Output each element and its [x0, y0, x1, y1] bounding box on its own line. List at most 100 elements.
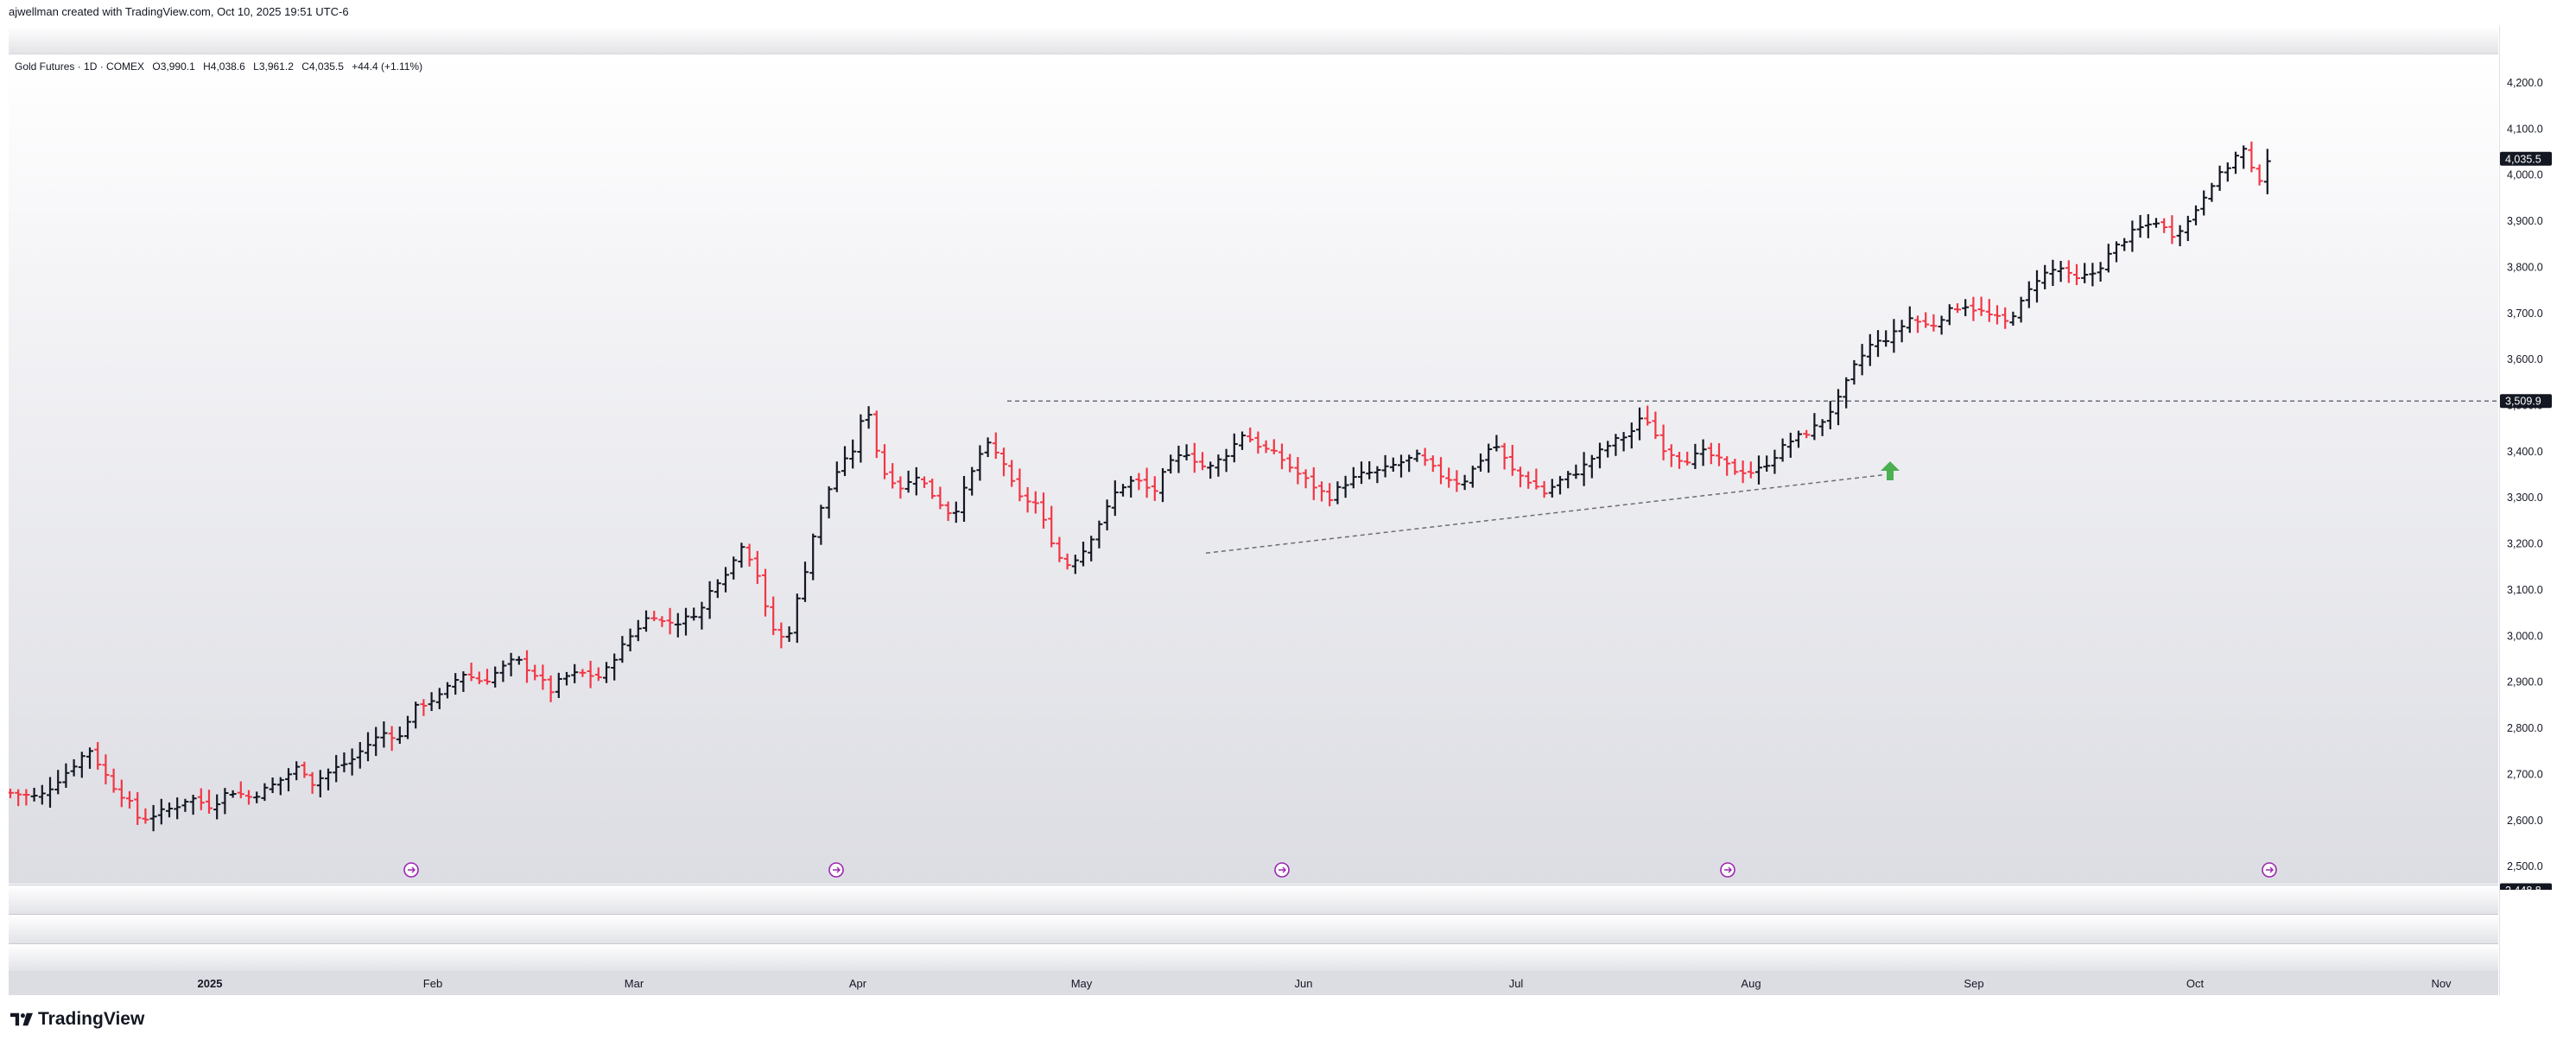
ohlc-bar	[1994, 305, 2001, 325]
ohlc-bar	[316, 770, 324, 798]
ohlc-bar	[1183, 444, 1190, 460]
ohlc-bar	[181, 798, 189, 812]
ohlc-bar	[1143, 467, 1151, 498]
ohlc-bar	[825, 485, 833, 519]
price-tick-label: 3,200.0	[2507, 538, 2543, 550]
ohlc-bar	[1310, 466, 1317, 500]
ohlc-bar	[547, 675, 555, 702]
ohlc-bar	[579, 669, 587, 677]
ohlc-bar	[1850, 359, 1858, 385]
ohlc-bar	[1501, 442, 1508, 470]
ohlc-bar	[2121, 238, 2129, 251]
ohlc-bar	[1667, 444, 1675, 467]
ohlc-bar	[952, 501, 960, 524]
ohlc-bar	[1247, 427, 1254, 443]
ohlc-bar	[1532, 468, 1540, 490]
time-tick-label: Nov	[2431, 977, 2452, 990]
ohlc-bar	[15, 789, 22, 807]
ohlc-bar	[54, 770, 62, 795]
top-toolbar	[9, 26, 2498, 54]
ohlc-bar	[849, 439, 857, 469]
event-marker-glyph	[1724, 866, 1732, 873]
time-tick-label: May	[1070, 977, 1093, 990]
ohlc-bar	[380, 721, 388, 748]
ohlc-bar	[634, 619, 642, 642]
indicator-pane-1[interactable]	[9, 885, 2498, 914]
indicator-pane-3[interactable]	[9, 943, 2498, 971]
open-value: O3,990.1	[152, 60, 195, 73]
ohlc-bar	[889, 463, 897, 489]
ohlc-bar	[213, 794, 221, 820]
ohlc-bar	[2176, 225, 2184, 247]
ohlc-bar	[992, 432, 999, 460]
ohlc-bar	[1930, 314, 1938, 332]
price-axis[interactable]: 2,500.0 2,600.0 2,700.0 2,800.0 2,900.0 3,000…	[2499, 26, 2576, 995]
chart-pane[interactable]	[9, 54, 2498, 884]
ohlc-bar	[2153, 218, 2160, 228]
ohlc-bar	[1016, 468, 1024, 502]
ohlc-bar	[404, 715, 411, 739]
ohlc-bar	[1525, 471, 1532, 489]
ohlc-bar	[531, 664, 539, 681]
ohlc-bar	[865, 406, 872, 429]
ohlc-bar	[1207, 461, 1215, 479]
ohlc-bar	[523, 650, 530, 683]
ohlc-bar	[698, 601, 706, 630]
ohlc-bar	[833, 461, 841, 492]
ohlc-bar	[722, 567, 729, 593]
ohlc-bar	[149, 804, 157, 832]
ohlc-bar	[221, 788, 229, 815]
chart-svg[interactable]	[9, 54, 2498, 884]
ohlc-bar	[1580, 452, 1588, 486]
ohlc-bar	[1080, 542, 1087, 567]
ohlc-bar	[1175, 445, 1183, 473]
ohlc-bar	[2113, 241, 2120, 263]
ohlc-bar	[1557, 476, 1564, 495]
symbol-label[interactable]: Gold Futures · 1D · COMEX	[15, 60, 145, 73]
ohlc-bar	[1588, 454, 1596, 479]
ohlc-bar	[1230, 433, 1238, 463]
ohlc-bar	[1691, 443, 1699, 469]
time-axis[interactable]	[9, 971, 2498, 995]
ohlc-bar	[1294, 456, 1302, 485]
ohlc-bar	[770, 596, 777, 636]
price-tick-label: 3,600.0	[2507, 353, 2543, 365]
indicator-pane-2[interactable]	[9, 914, 2498, 943]
time-tick-label: Oct	[2186, 977, 2205, 990]
ohlc-bar	[1389, 457, 1397, 473]
time-tick-label: Jul	[1508, 977, 1524, 990]
ohlc-bar	[1922, 312, 1930, 328]
ohlc-bar	[1135, 473, 1143, 491]
ohlc-bar	[619, 636, 626, 663]
ohlc-bar	[206, 790, 213, 814]
ohlc-bar	[2144, 213, 2152, 238]
ohlc-bar	[2136, 214, 2144, 238]
ohlc-bar	[777, 622, 785, 649]
ohlc-bar	[1620, 432, 1627, 452]
ohlc-bar	[1254, 431, 1262, 454]
price-tick-label: 3,100.0	[2507, 584, 2543, 596]
price-tick-label: 3,400.0	[2507, 446, 2543, 458]
ohlc-bar	[1199, 452, 1206, 471]
ohlc-bar	[134, 792, 142, 825]
ohlc-bar	[2216, 165, 2224, 191]
ohlc-bar	[1398, 454, 1405, 478]
ohlc-bar	[1024, 486, 1031, 513]
ohlc-bar	[1031, 491, 1039, 514]
ohlc-bar	[1636, 407, 1643, 441]
price-tick-label: 2,900.0	[2507, 676, 2543, 688]
ohlc-bar	[2017, 296, 2025, 323]
ohlc-bar	[1056, 536, 1063, 562]
time-tick-label: Jun	[1294, 977, 1313, 990]
ohlc-bar	[365, 732, 371, 762]
ohlc-bar	[1906, 306, 1913, 333]
ohlc-bar	[1349, 466, 1357, 489]
ohlc-bar	[1461, 474, 1469, 491]
ohlc-bar	[539, 664, 547, 690]
ohlc-bar	[650, 611, 658, 622]
ohlc-bar	[308, 771, 316, 794]
price-tick-label: 2,500.0	[2507, 860, 2543, 872]
ohlc-bar	[1572, 464, 1580, 479]
ohlc-bar	[1795, 430, 1802, 448]
ohlc-bar	[142, 808, 149, 824]
